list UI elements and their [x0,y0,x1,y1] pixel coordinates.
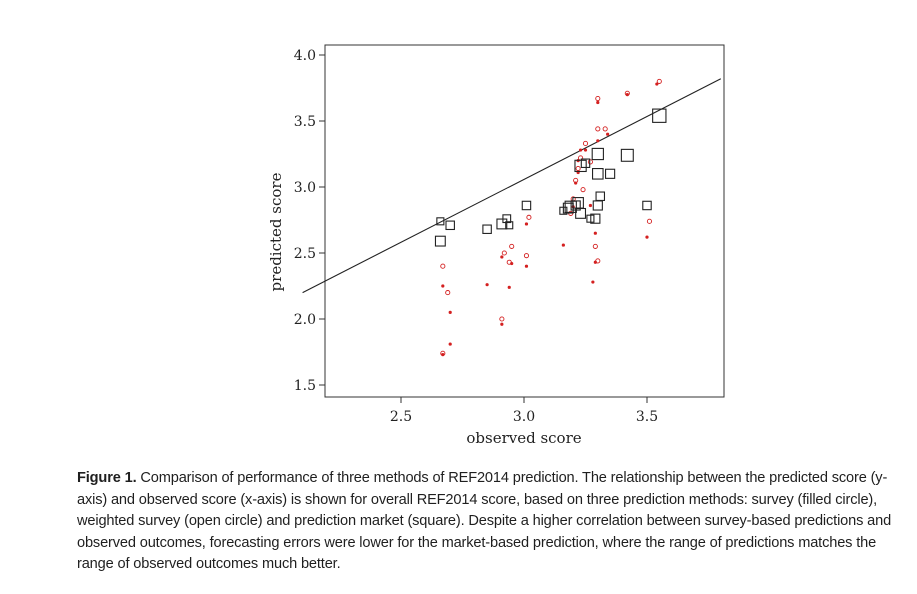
survey-point [448,310,452,314]
weighted-survey-point [646,218,653,224]
plot-frame [324,44,725,398]
y-tick-label: 2.5 [294,246,316,262]
survey-point [441,284,445,288]
weighted-survey-point [501,250,507,256]
survey-point [524,222,529,226]
caption-text: Comparison of performance of three metho… [77,470,892,573]
market-point [591,147,604,161]
weighted-survey-point [575,165,581,172]
reference-line-group [302,78,722,294]
survey-point [524,264,529,268]
survey-point [591,280,595,284]
weighted-survey-point [445,290,451,296]
market-point [502,214,512,224]
survey-point [596,139,600,143]
y-tick-label: 4.0 [294,48,316,64]
survey-point [578,148,583,152]
market-point [434,235,446,247]
market-point [620,148,634,162]
weighted-survey-point [587,159,593,165]
x-tick-label: 2.5 [390,409,412,425]
y-axis-title: predicted score [267,172,285,291]
weighted-survey-point [624,90,630,96]
market-point [591,168,604,180]
y-axis: 1.5 2.0 2.5 3.0 3.5 4.0 [294,48,325,394]
scatter-chart: 1.5 2.0 2.5 3.0 3.5 4.0 2.5 3.0 3.5 observed sc… [267,44,725,447]
survey-point [448,342,452,346]
survey-point [500,255,504,259]
survey-point [596,100,600,105]
x-axis: 2.5 3.0 3.5 [390,397,658,425]
weighted-survey-point [580,187,586,193]
weighted-survey-point [582,140,589,146]
y-tick-label: 3.5 [294,114,316,130]
survey-point [485,283,489,287]
figure-caption: Figure 1. Comparison of performance of t… [77,468,909,576]
weighted-survey-point [440,263,446,269]
market-point [521,200,532,211]
market-point [592,200,603,211]
market-point [604,168,616,179]
market-point [436,217,445,226]
weighted-survey-point [595,96,601,102]
weighted-survey-point [523,253,530,259]
x-axis-title: observed score [466,429,581,447]
market-point [505,221,514,230]
weighted-survey-point [506,259,512,265]
weighted-survey-point [499,316,505,322]
market-point [642,200,652,211]
market-point [482,224,492,234]
survey-point [561,243,565,247]
data-points [434,78,667,357]
market-point [590,213,601,224]
survey-point [606,132,610,136]
market-point [652,108,667,123]
survey-point [588,203,593,208]
weighted-survey-point [595,126,601,132]
weighted-survey-point [509,243,515,249]
market-point [580,158,591,168]
weighted-survey-point [592,243,598,249]
market-point [496,218,508,230]
x-tick-label: 3.5 [636,409,658,425]
survey-point [583,148,588,152]
weighted-survey-point [602,126,608,132]
market-point [445,220,455,231]
caption-label: Figure 1. [77,470,137,486]
y-tick-label: 2.0 [294,312,316,328]
weighted-survey-point [440,350,446,356]
market-point [595,191,606,201]
survey-point [645,235,649,239]
x-tick-label: 3.0 [513,409,535,425]
weighted-survey-point [595,258,601,264]
weighted-survey-point [526,214,532,220]
y-tick-label: 3.0 [294,180,316,196]
weighted-survey-point [656,78,662,84]
market-point [574,159,587,173]
survey-point [507,285,511,289]
market-point [575,207,587,219]
survey-point [593,231,597,235]
survey-point [500,322,504,326]
weighted-survey-point [573,177,579,183]
y-tick-label: 1.5 [294,378,316,394]
reference-line [302,78,722,294]
